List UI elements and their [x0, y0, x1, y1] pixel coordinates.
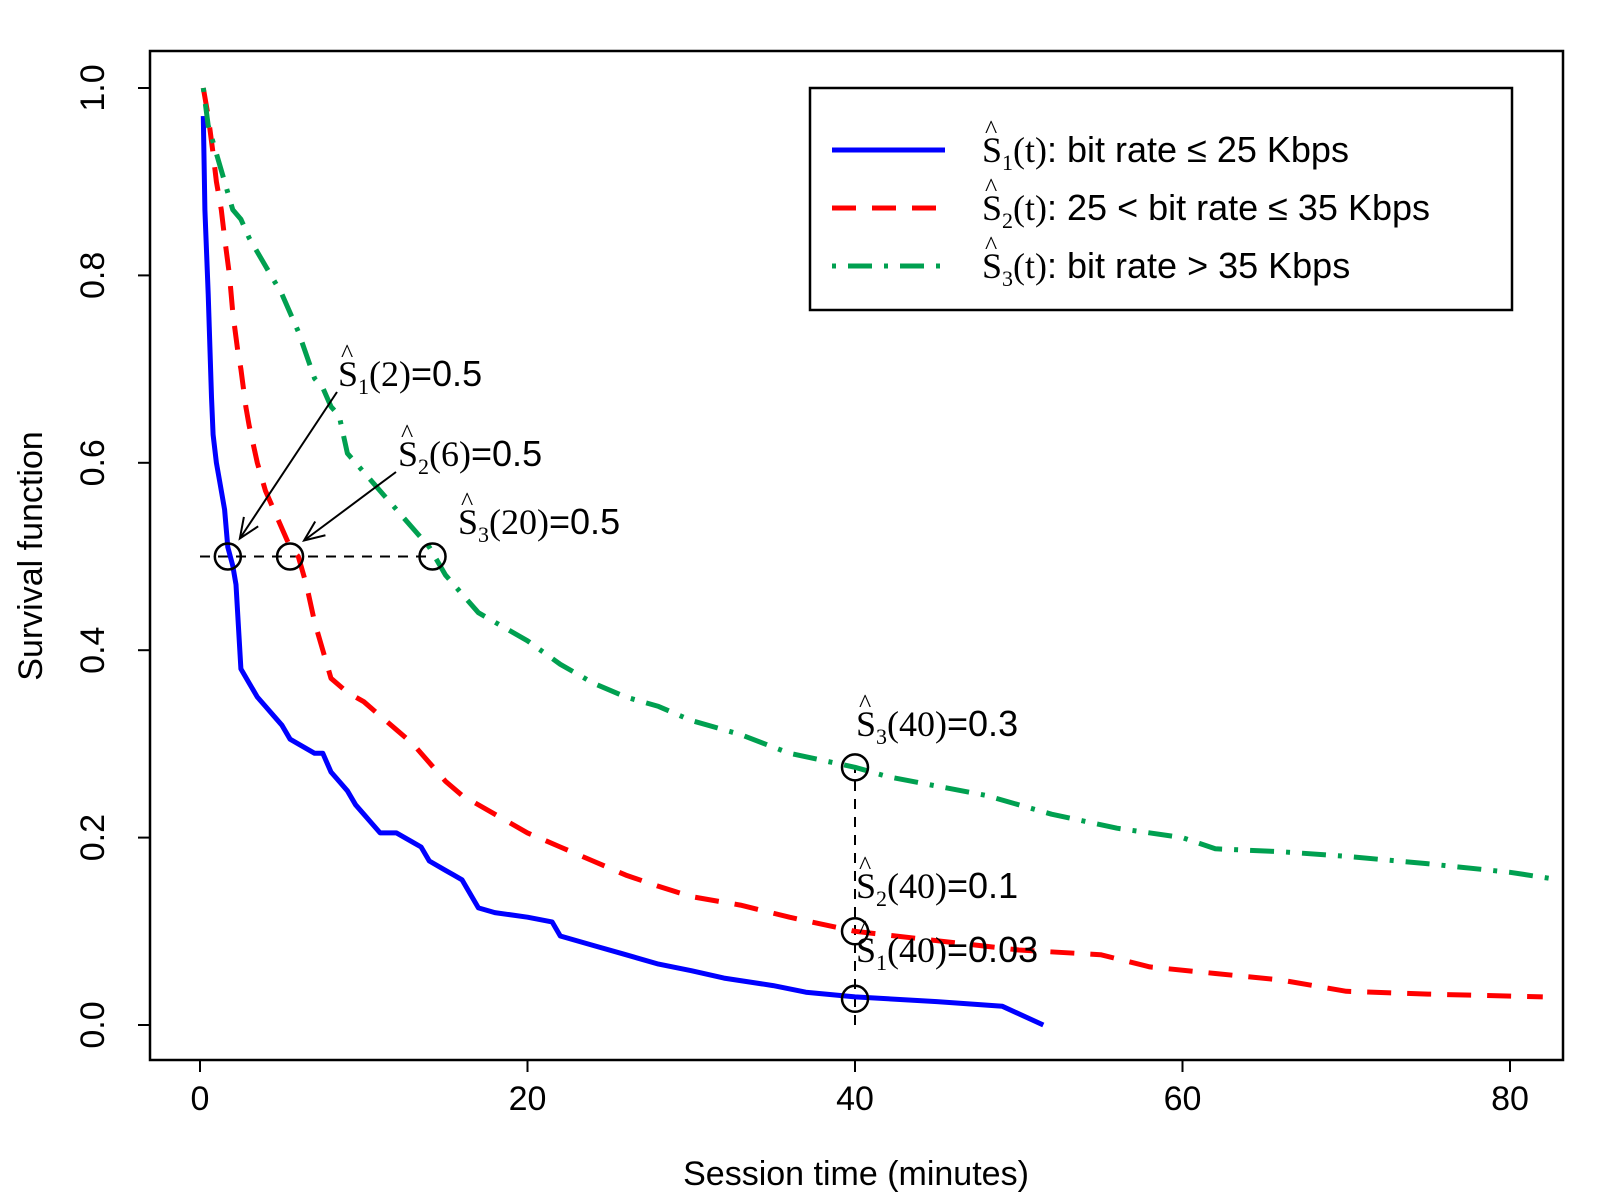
x-axis-title: Session time (minutes) — [683, 1155, 1029, 1193]
y-tick-label: 0.2 — [74, 814, 112, 861]
symbol-letter: S — [856, 930, 876, 970]
series-layer — [200, 87, 1560, 1028]
hat-glyph: ^ — [341, 339, 353, 368]
annotation-a1-text: S1(2)=0.5 — [338, 353, 482, 399]
label-rest: : bit rate > 35 Kbps — [1047, 245, 1350, 286]
hat-glyph: ^ — [859, 689, 871, 718]
symbol-letter: S — [856, 704, 876, 744]
annotation-a5: ^S2(40)=0.1 — [856, 851, 1018, 911]
label-rest: =0.5 — [411, 353, 482, 394]
symbol-letter: S — [458, 502, 478, 542]
y-axis: 0.0 0.2 0.4 0.6 0.8 1.0 — [74, 64, 150, 1049]
subscript: 3 — [1002, 266, 1013, 291]
estimate-marker — [840, 753, 870, 782]
subscript: 2 — [876, 886, 887, 911]
argument: (t) — [1013, 188, 1047, 228]
annotation-a1: ^S1(2)=0.5 — [338, 339, 482, 399]
argument: (t) — [1013, 130, 1047, 170]
annotation-a4: ^S3(40)=0.3 — [856, 689, 1018, 749]
x-tick-label: 0 — [191, 1080, 210, 1118]
label-rest: =0.1 — [947, 865, 1018, 906]
annotation-a2: ^S2(6)=0.5 — [398, 419, 542, 479]
argument: (6) — [429, 434, 471, 474]
subscript: 3 — [478, 522, 489, 547]
x-tick-label: 80 — [1491, 1080, 1529, 1118]
subscript: 3 — [876, 724, 887, 749]
label-rest: =0.3 — [947, 703, 1018, 744]
hat-glyph: ^ — [859, 851, 871, 880]
symbol-letter: S — [338, 354, 358, 394]
estimate-marker — [213, 542, 243, 571]
annotation-arrow-s1-head — [238, 516, 259, 541]
hat-glyph: ^ — [859, 915, 871, 944]
legend-label-s1-text: S1(t): bit rate ≤ 25 Kbps — [982, 129, 1349, 175]
annotation-a3-text: S3(20)=0.5 — [458, 501, 620, 547]
hat-glyph: ^ — [461, 487, 473, 516]
symbol-letter: S — [982, 130, 1002, 170]
subscript: 1 — [1002, 150, 1013, 175]
estimate-marker — [275, 542, 305, 571]
marker-layer — [213, 542, 870, 1014]
legend: ^S1(t): bit rate ≤ 25 Kbps^S2(t): 25 < b… — [808, 86, 1514, 312]
label-rest: =0.5 — [549, 501, 620, 542]
estimate-marker — [418, 542, 447, 571]
arrow-layer — [238, 391, 397, 543]
hat-glyph: ^ — [985, 173, 997, 202]
hat-glyph: ^ — [401, 419, 413, 448]
argument: (t) — [1013, 246, 1047, 286]
estimate-marker — [840, 917, 870, 946]
legend-label-s2-text: S2(t): 25 < bit rate ≤ 35 Kbps — [982, 187, 1430, 233]
hat-glyph: ^ — [985, 231, 997, 260]
annotation-arrow-s2 — [303, 471, 397, 542]
y-axis-title: Survival function — [12, 431, 50, 680]
y-tick-label: 0.6 — [74, 439, 112, 486]
annotation-a6-text: S1(40)=0.03 — [856, 929, 1038, 975]
argument: (40) — [887, 930, 947, 970]
estimate-marker — [840, 984, 870, 1014]
legend-box — [808, 86, 1514, 312]
y-tick-label: 0.0 — [74, 1001, 112, 1048]
argument: (40) — [887, 704, 947, 744]
annotation-a4-text: S3(40)=0.3 — [856, 703, 1018, 749]
legend-label-s1: ^S1(t): bit rate ≤ 25 Kbps — [982, 115, 1349, 175]
x-tick-label: 20 — [509, 1080, 547, 1118]
label-rest: =0.5 — [471, 433, 542, 474]
label-rest: : 25 < bit rate ≤ 35 Kbps — [1047, 187, 1430, 228]
subscript: 2 — [1002, 208, 1013, 233]
hat-glyph: ^ — [985, 115, 997, 144]
series-line-s2 — [200, 87, 1543, 1000]
y-tick-label: 0.8 — [74, 252, 112, 299]
x-tick-label: 40 — [836, 1080, 874, 1118]
annotation-a2-text: S2(6)=0.5 — [398, 433, 542, 479]
reference-lines — [200, 555, 856, 1025]
annotation-a3: ^S3(20)=0.5 — [458, 487, 620, 547]
symbol-letter: S — [398, 434, 418, 474]
argument: (20) — [489, 502, 549, 542]
subscript: 1 — [358, 374, 369, 399]
x-tick-label: 60 — [1164, 1080, 1202, 1118]
y-tick-label: 1.0 — [74, 64, 112, 111]
x-axis: 0 20 40 60 80 — [191, 1059, 1529, 1118]
legend-label-s3: ^S3(t): bit rate > 35 Kbps — [982, 231, 1350, 291]
label-rest: =0.03 — [947, 929, 1038, 970]
y-tick-label: 0.4 — [74, 627, 112, 674]
label-rest: : bit rate ≤ 25 Kbps — [1047, 129, 1349, 170]
legend-label-s2: ^S2(t): 25 < bit rate ≤ 35 Kbps — [982, 173, 1430, 233]
symbol-letter: S — [856, 866, 876, 906]
annotation-arrow-s1 — [239, 391, 338, 540]
argument: (40) — [887, 866, 947, 906]
series-line-s1 — [200, 116, 1045, 1028]
legend-label-s3-text: S3(t): bit rate > 35 Kbps — [982, 245, 1350, 291]
annotation-a5-text: S2(40)=0.1 — [856, 865, 1018, 911]
annotation-layer: ^S1(2)=0.5^S2(6)=0.5^S3(20)=0.5^S3(40)=0… — [338, 339, 1038, 975]
series-line-s3 — [200, 87, 1560, 883]
argument: (2) — [369, 354, 411, 394]
subscript: 2 — [418, 454, 429, 479]
symbol-letter: S — [982, 246, 1002, 286]
subscript: 1 — [876, 950, 887, 975]
annotation-arrow-s2-head — [302, 521, 326, 543]
annotation-a6: ^S1(40)=0.03 — [856, 915, 1038, 975]
symbol-letter: S — [982, 188, 1002, 228]
